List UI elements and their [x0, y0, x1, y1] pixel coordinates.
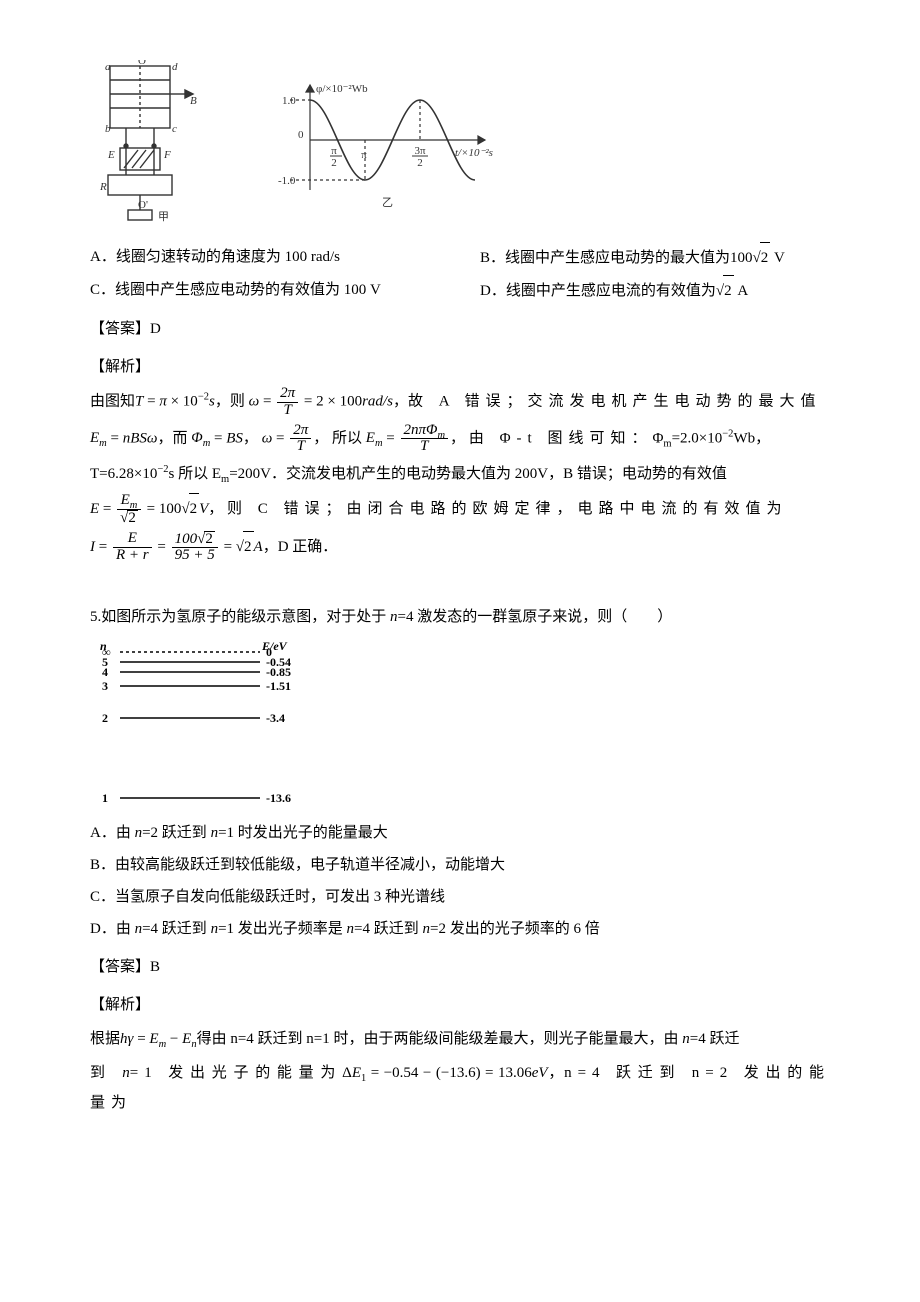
q5-option-C: C．当氢原子自发向低能级跃迁时，可发出 3 种光谱线 [90, 882, 830, 912]
svg-text:O: O [138, 60, 146, 67]
circuit-svg: a Od b c B E F R 甲 O' [90, 60, 200, 230]
q5-option-D: D．由 n=4 跃迁到 n=1 发出光子频率是 n=4 跃迁到 n=2 发出的光… [90, 914, 830, 944]
svg-text:b: b [105, 123, 111, 135]
svg-text:1: 1 [102, 791, 108, 805]
svg-text:4: 4 [102, 665, 108, 679]
svg-text:B: B [190, 95, 197, 107]
svg-text:2: 2 [417, 157, 423, 169]
q5-analysis-line2: 到 n=1 发出光子的能量为ΔE1 = −0.54 − (−13.6) = 13… [90, 1058, 830, 1118]
svg-text:d: d [172, 61, 178, 73]
svg-text:F: F [163, 149, 171, 161]
q5-options: A．由 n=2 跃迁到 n=1 时发出光子的能量最大 B．由较高能级跃迁到较低能… [90, 818, 830, 944]
q4-option-D: D．线圈中产生感应电流的有效值为2 A [480, 275, 830, 306]
svg-text:R: R [99, 181, 107, 193]
q4-sine-figure: 1.0 0 -1.0 φ/×10⁻²Wb t/×10⁻²s π 2 π 3π 2… [260, 80, 500, 210]
q4-figures: a Od b c B E F R 甲 O' [90, 60, 830, 230]
svg-text:-3.4: -3.4 [266, 711, 285, 725]
option-text: A．线圈匀速转动的角速度为 100 rad/s [90, 249, 340, 265]
svg-text:1.0: 1.0 [282, 95, 296, 107]
q5-answer: 【答案】B [90, 952, 830, 982]
q4-analysis-line4: E = Em2 = 1002V， 则 C 错误；由闭合电路的欧姆定律，电路中电流… [90, 493, 830, 527]
q4-answer: 【答案】D [90, 314, 830, 344]
q4-analysis-line2: Em = nBSω，而 Φm = BS， ω = 2πT， 所以 Em = 2n… [90, 423, 830, 456]
q5-option-B: B．由较高能级跃迁到较低能级，电子轨道半径减小，动能增大 [90, 850, 830, 880]
q4-circuit-figure: a Od b c B E F R 甲 O' [90, 60, 200, 230]
svg-text:O': O' [138, 199, 148, 211]
svg-text:π: π [331, 145, 337, 157]
svg-text:t/×10⁻²s: t/×10⁻²s [455, 147, 493, 159]
svg-text:乙: 乙 [382, 196, 393, 209]
sine-svg: 1.0 0 -1.0 φ/×10⁻²Wb t/×10⁻²s π 2 π 3π 2… [260, 80, 500, 210]
svg-text:甲: 甲 [158, 211, 169, 223]
energy-svg: n E/eV ∞05-0.544-0.853-1.512-3.41-13.6 [90, 638, 320, 808]
svg-text:2: 2 [102, 711, 108, 725]
svg-text:3: 3 [102, 679, 108, 693]
svg-text:2: 2 [331, 157, 337, 169]
q5-analysis-line1: 根据hγ = Em − En得由 n=4 跃迁到 n=1 时，由于两能级间能级差… [90, 1024, 830, 1054]
svg-text:c: c [172, 123, 177, 135]
q5-stem: 5.如图所示为氢原子的能级示意图，对于处于 n=4 激发态的一群氢原子来说，则（… [90, 602, 830, 632]
q5-option-A: A．由 n=2 跃迁到 n=1 时发出光子的能量最大 [90, 818, 830, 848]
svg-text:-13.6: -13.6 [266, 791, 291, 805]
option-text: C．线圈中产生感应电动势的有效值为 100 V [90, 282, 381, 298]
q4-analysis-label: 【解析】 [90, 352, 830, 382]
q4-option-B: B．线圈中产生感应电动势的最大值为1002 V [480, 242, 830, 273]
svg-text:-1.51: -1.51 [266, 679, 291, 693]
svg-text:0: 0 [298, 129, 304, 141]
svg-text:a: a [105, 61, 111, 73]
q5-analysis-label: 【解析】 [90, 990, 830, 1020]
q4-analysis-line3: T=6.28×10−2s 所以 Em=200V．交流发电机产生的电动势最大值为 … [90, 459, 830, 489]
svg-text:-1.0: -1.0 [278, 175, 296, 187]
q4-analysis-line5: I = ER + r = 100295 + 5 = 2A，D 正确． [90, 531, 830, 565]
svg-text:E/eV: E/eV [261, 639, 288, 653]
svg-text:π: π [361, 149, 367, 161]
q4-option-C: C．线圈中产生感应电动势的有效值为 100 V [90, 275, 440, 306]
q4-analysis-line1: 由图知T = π × 10−2s，则 ω = 2πT = 2 × 100rad/… [90, 386, 830, 419]
q4-options-row2: C．线圈中产生感应电动势的有效值为 100 V D．线圈中产生感应电流的有效值为… [90, 275, 830, 306]
svg-text:φ/×10⁻²Wb: φ/×10⁻²Wb [316, 83, 368, 95]
svg-text:3π: 3π [414, 145, 426, 157]
q5-energy-diagram: n E/eV ∞05-0.544-0.853-1.512-3.41-13.6 [90, 638, 830, 808]
q4-option-A: A．线圈匀速转动的角速度为 100 rad/s [90, 242, 440, 273]
svg-text:E: E [107, 149, 115, 161]
q4-options-row1: A．线圈匀速转动的角速度为 100 rad/s B．线圈中产生感应电动势的最大值… [90, 242, 830, 273]
svg-text:-0.85: -0.85 [266, 665, 291, 679]
